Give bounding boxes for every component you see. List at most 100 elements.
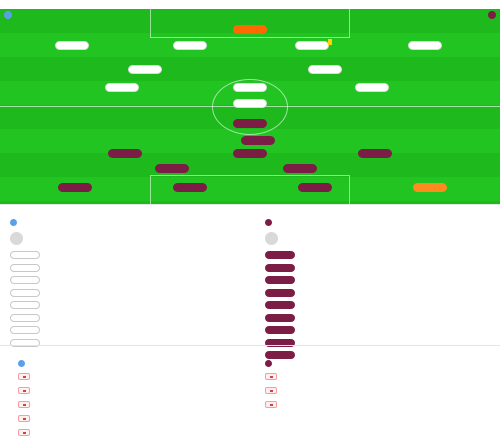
top-player[interactable] — [390, 41, 460, 50]
sub-player-row[interactable] — [265, 287, 500, 300]
away-injury-team-header — [18, 358, 258, 369]
shirt-icon — [10, 276, 40, 285]
sub-player-row[interactable] — [10, 299, 250, 312]
injury-icon — [18, 414, 30, 422]
away-team-logo-icon — [4, 11, 12, 19]
sub-player-row[interactable] — [10, 312, 250, 325]
sub-player-row[interactable] — [265, 349, 500, 362]
injury-row[interactable] — [18, 369, 258, 383]
shirt-icon — [10, 251, 40, 260]
injury-row[interactable] — [265, 397, 500, 411]
lineup-pitch — [0, 9, 500, 204]
away-coach[interactable] — [10, 228, 250, 249]
sub-player-row[interactable] — [265, 337, 500, 350]
shirt-icon — [298, 183, 332, 192]
shirt-icon — [265, 338, 295, 347]
away-subs-team-header — [10, 217, 250, 228]
sub-player-row[interactable] — [265, 324, 500, 337]
home-team-logo-icon — [265, 360, 272, 367]
top-player[interactable] — [277, 39, 347, 50]
top-player[interactable] — [215, 83, 285, 92]
sub-player-row[interactable] — [265, 299, 500, 312]
shirt-icon — [233, 149, 267, 158]
away-injury-list — [18, 358, 258, 439]
shirt-icon — [10, 263, 40, 272]
top-player[interactable] — [215, 25, 285, 34]
injury-row[interactable] — [265, 383, 500, 397]
shirt-icon — [10, 338, 40, 347]
shirt-icon — [413, 183, 447, 192]
top-player[interactable] — [110, 65, 180, 74]
bottom-player[interactable] — [40, 183, 110, 192]
shirt-icon — [108, 149, 142, 158]
injury-icon — [265, 372, 277, 380]
injury-icon — [18, 372, 30, 380]
shirt-icon — [105, 83, 139, 92]
shirt-icon — [58, 183, 92, 192]
home-team-logo-icon — [265, 219, 272, 226]
bottom-player[interactable] — [395, 183, 465, 192]
shirt-icon — [265, 351, 295, 360]
shirt-icon — [265, 288, 295, 297]
sub-player-row[interactable] — [265, 312, 500, 325]
shirt-icon — [408, 41, 442, 50]
top-player[interactable] — [37, 41, 107, 50]
top-player[interactable] — [290, 65, 360, 74]
injury-icon — [18, 386, 30, 394]
bottom-player[interactable] — [280, 183, 350, 192]
injury-row[interactable] — [18, 425, 258, 439]
top-player[interactable] — [215, 99, 285, 108]
bottom-player[interactable] — [223, 136, 293, 145]
shirt-icon — [265, 326, 295, 335]
bottom-player[interactable] — [340, 149, 410, 158]
sub-player-row[interactable] — [10, 337, 250, 350]
top-player[interactable] — [87, 83, 157, 92]
bottom-player[interactable] — [155, 183, 225, 192]
shirt-icon — [355, 83, 389, 92]
injury-row[interactable] — [18, 411, 258, 425]
injury-icon — [265, 386, 277, 394]
shirt-icon — [10, 326, 40, 335]
shirt-icon — [10, 288, 40, 297]
sub-player-row[interactable] — [10, 262, 250, 275]
shirt-icon — [233, 83, 267, 92]
sub-player-row[interactable] — [10, 274, 250, 287]
sub-player-row[interactable] — [10, 249, 250, 262]
shirt-icon — [155, 164, 189, 173]
shirt-icon — [10, 301, 40, 310]
injury-row[interactable] — [18, 397, 258, 411]
shirt-icon — [265, 301, 295, 310]
coach-avatar — [265, 232, 278, 245]
away-team-logo-icon — [18, 360, 25, 367]
injury-icon — [265, 400, 277, 408]
sub-player-row[interactable] — [265, 262, 500, 275]
shirt-icon — [233, 99, 267, 108]
home-subs-list — [265, 217, 500, 362]
sub-player-row[interactable] — [10, 287, 250, 300]
bottom-player[interactable] — [90, 149, 160, 158]
yellow-card-icon — [328, 39, 332, 45]
shirt-icon — [241, 136, 275, 145]
bottom-player[interactable] — [215, 119, 285, 128]
shirt-icon — [233, 25, 267, 34]
shirt-icon — [173, 41, 207, 50]
bottom-player[interactable] — [215, 149, 285, 158]
top-player[interactable] — [155, 41, 225, 50]
injury-row[interactable] — [265, 369, 500, 383]
top-player[interactable] — [337, 83, 407, 92]
home-subs-team-header — [265, 217, 500, 228]
home-injury-list — [265, 358, 500, 411]
shirt-icon — [265, 251, 295, 260]
injury-icon — [18, 400, 30, 408]
sub-player-row[interactable] — [10, 324, 250, 337]
home-coach[interactable] — [265, 228, 500, 249]
away-subs-list — [10, 217, 250, 349]
sub-player-row[interactable] — [265, 249, 500, 262]
bottom-player[interactable] — [265, 164, 335, 173]
sub-player-row[interactable] — [265, 274, 500, 287]
injury-row[interactable] — [18, 383, 258, 397]
top-team-bar — [0, 10, 500, 20]
center-circle — [212, 79, 288, 135]
bottom-player[interactable] — [137, 164, 207, 173]
shirt-icon — [265, 263, 295, 272]
